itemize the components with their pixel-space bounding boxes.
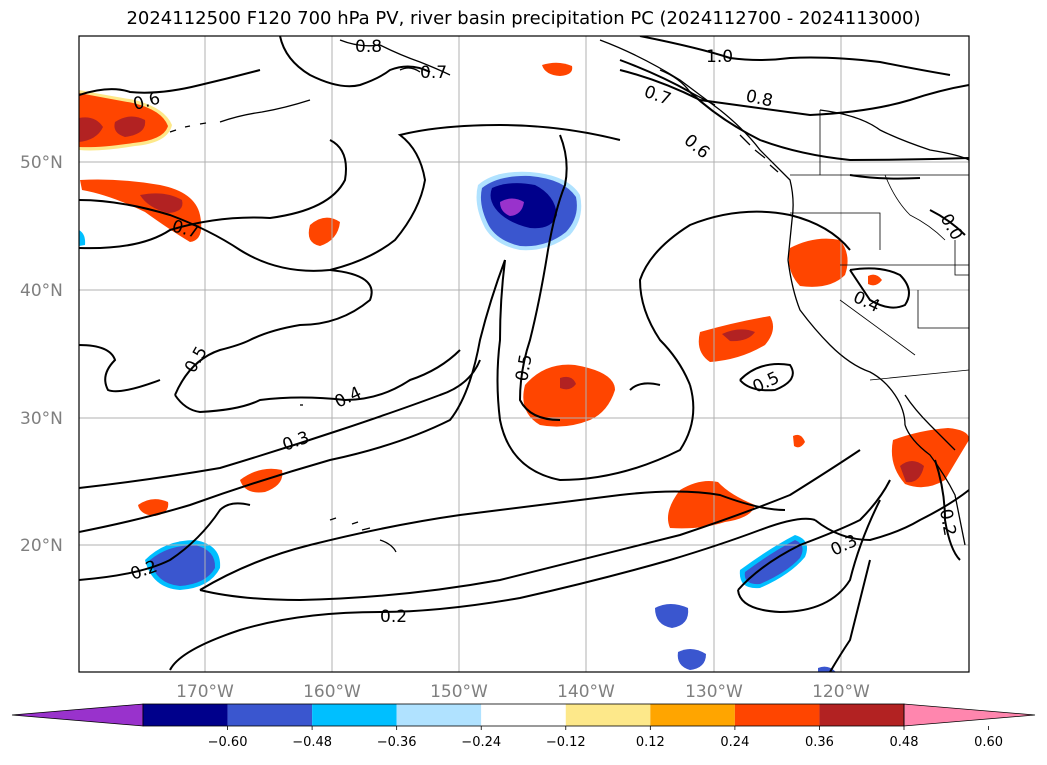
lon-label: 160°W [303, 682, 361, 702]
political-borders [790, 110, 969, 381]
map-area [79, 36, 969, 672]
lon-label: 170°W [176, 682, 234, 702]
negative-anomaly [79, 230, 86, 246]
colorbar-segment [650, 704, 735, 726]
colorbar-tick-label: 0.48 [890, 735, 919, 750]
lat-label: 50°N [20, 153, 63, 173]
map-title: 2024112500 F120 700 hPa PV, river basin … [126, 8, 921, 29]
positive-anomaly [900, 461, 924, 483]
negative-anomaly [677, 648, 706, 670]
positive-anomaly [80, 179, 202, 242]
lon-label: 130°W [685, 682, 743, 702]
colorbar-segment [227, 704, 313, 726]
colorbar-extend-min [11, 703, 144, 727]
contour-label: 0.8 [355, 37, 382, 57]
positive-anomaly [560, 376, 576, 390]
contour-label: 0.2 [935, 507, 959, 537]
positive-anomaly [868, 274, 882, 286]
negative-anomaly [655, 604, 689, 628]
colorbar-tick-label: 0.24 [720, 735, 749, 750]
graticule [79, 36, 969, 672]
lon-label: 140°W [557, 682, 615, 702]
colorbar-tick-label: 0.36 [805, 735, 834, 750]
colorbar-tick-label: −0.48 [292, 735, 332, 750]
colorbar-tick-label: −0.24 [461, 735, 501, 750]
colorbar-tick-label: 0.60 [974, 735, 1003, 750]
lon-label: 150°W [430, 682, 488, 702]
colorbar-segment [143, 704, 228, 726]
colorbar-segment [396, 704, 482, 726]
positive-anomaly [542, 62, 573, 76]
colorbar-segment [312, 704, 397, 726]
colorbar-tick-label: 0.12 [636, 735, 665, 750]
pv-contours [79, 36, 969, 672]
positive-anomaly [523, 364, 615, 427]
contour-label: 0.7 [420, 63, 447, 83]
contour-label: 1.0 [706, 47, 733, 67]
positive-anomaly [793, 434, 805, 448]
positive-anomaly [79, 117, 103, 142]
colorbar-tick-label: −0.12 [546, 735, 586, 750]
coastlines [169, 39, 969, 553]
colorbar-extend-max [903, 703, 1036, 727]
positive-anomaly [114, 116, 146, 137]
map-frame [78, 35, 970, 673]
negative-anomaly [500, 198, 524, 216]
colorbar-frame [142, 703, 905, 727]
colorbar-segment [481, 704, 566, 726]
colorbar-tick-label: −0.60 [208, 735, 248, 750]
lat-label: 30°N [20, 409, 63, 429]
contour-label: 0.2 [380, 607, 407, 627]
colorbar-tick-label: −0.36 [377, 735, 417, 750]
lat-label: 20°N [20, 536, 63, 556]
positive-anomaly [138, 499, 169, 516]
positive-anomaly [140, 193, 183, 213]
colorbar-segment [565, 704, 651, 726]
colorbar: −0.60 −0.48 −0.36 −0.24 −0.12 0.12 0.24 0.36 0.4… [11, 703, 1036, 750]
lon-axis-labels: 170°W 160°W 150°W 140°W 130°W 120°W [176, 682, 870, 702]
colorbar-segment [819, 704, 904, 726]
colorbar-segment [734, 704, 820, 726]
contour-label: 0.5 [512, 353, 536, 383]
negative-anomaly [490, 183, 557, 229]
lat-label: 40°N [20, 281, 63, 301]
negative-anomaly [150, 545, 216, 586]
positive-anomaly [722, 329, 755, 342]
lon-label: 120°W [812, 682, 870, 702]
positive-anomaly [788, 238, 848, 287]
lat-axis-labels: 50°N 40°N 30°N 20°N [20, 153, 63, 556]
